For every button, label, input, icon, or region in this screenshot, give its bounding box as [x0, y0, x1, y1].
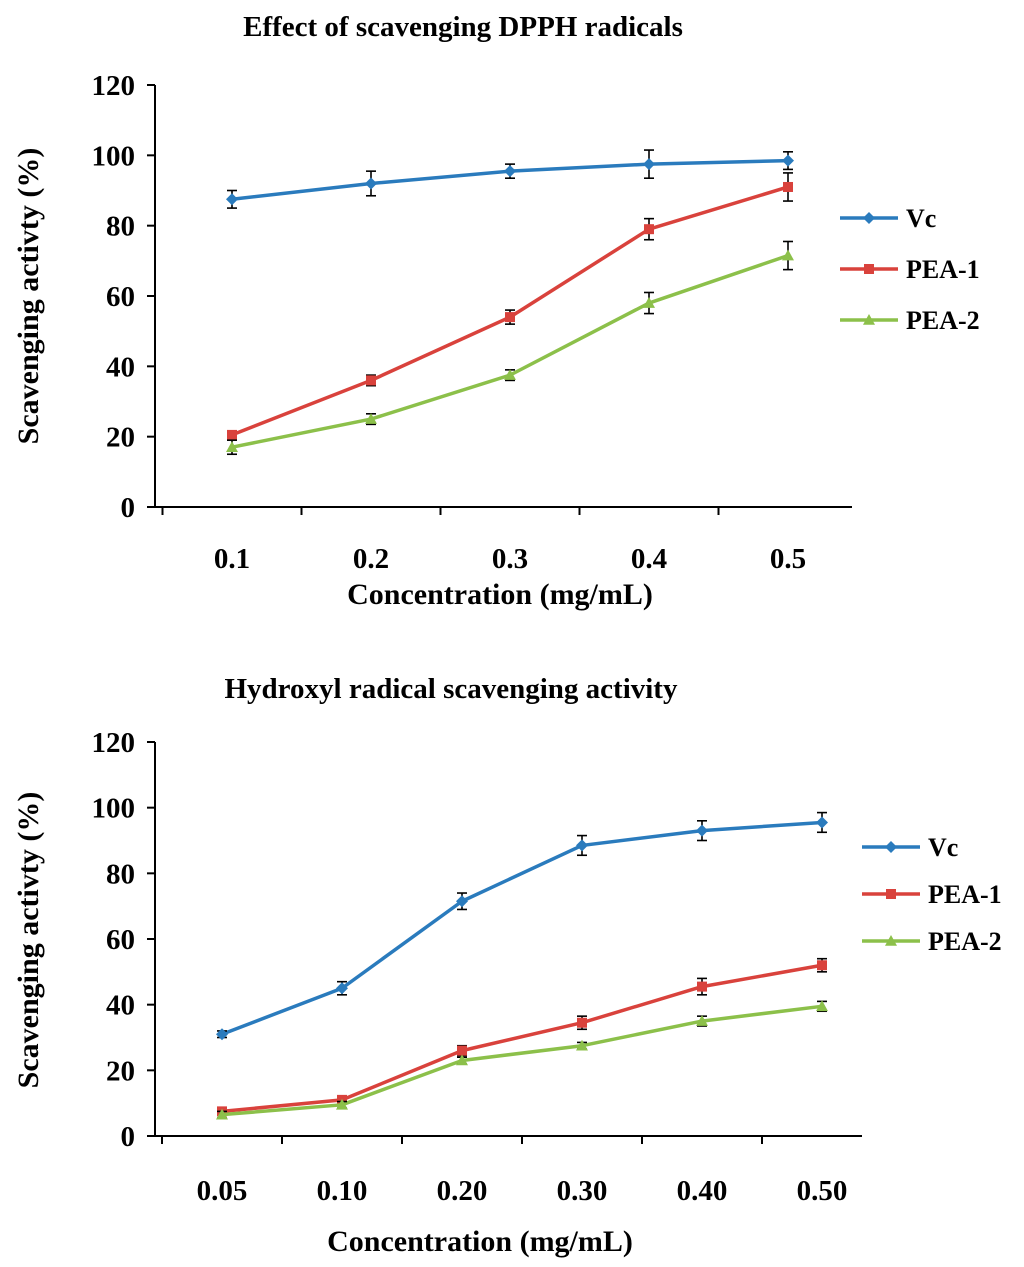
- legend-swatch-marker: [863, 212, 875, 224]
- y-tick-label: 100: [92, 793, 136, 825]
- y-tick-label: 20: [106, 422, 135, 454]
- y-tick-label: 80: [106, 858, 135, 890]
- legend-label: Vc: [928, 833, 958, 862]
- y-tick-label: 40: [106, 351, 135, 383]
- x-tick-label: 0.10: [317, 1175, 368, 1207]
- y-tick-label: 120: [92, 70, 136, 102]
- x-axis-label: Concentration (mg/mL): [347, 578, 653, 611]
- legend-swatch-marker: [863, 314, 875, 325]
- data-point: [226, 441, 238, 453]
- series-vc: [216, 811, 828, 1041]
- y-axis-label: Scavenging activty (%): [12, 148, 45, 445]
- y-tick-label: 0: [121, 492, 136, 524]
- data-point: [336, 1098, 348, 1110]
- data-point: [643, 158, 655, 171]
- data-point: [643, 297, 655, 308]
- x-tick-label: 0.40: [677, 1175, 728, 1207]
- y-axis-label: Scavenging activty (%): [12, 792, 45, 1089]
- series-line: [231, 253, 789, 449]
- series-pea-2: [226, 240, 794, 456]
- legend-label: PEA-2: [906, 306, 980, 335]
- x-tick-label: 0.20: [437, 1175, 488, 1207]
- data-point: [577, 1017, 587, 1028]
- x-tick-label: 0.5: [770, 543, 806, 575]
- series-pea-2: [216, 1000, 828, 1120]
- data-point: [365, 413, 377, 424]
- legend-swatch-marker: [886, 889, 896, 899]
- data-point: [456, 1054, 468, 1066]
- data-point: [644, 224, 654, 235]
- data-point: [365, 177, 377, 190]
- data-point: [504, 369, 516, 380]
- data-point: [696, 824, 708, 837]
- series-line: [221, 963, 823, 1114]
- series-pea-1: [227, 172, 793, 440]
- x-axis-label: Concentration (mg/mL): [327, 1225, 633, 1258]
- x-tick-label: 0.4: [631, 543, 667, 575]
- chart-title: Hydroxyl radical scavenging activity: [225, 673, 678, 705]
- data-point: [216, 1028, 228, 1041]
- x-tick-label: 0.05: [197, 1175, 248, 1207]
- x-tick-label: 0.3: [492, 543, 528, 575]
- legend-swatch-marker: [885, 935, 897, 946]
- y-tick-label: 120: [92, 727, 136, 759]
- x-tick-label: 0.2: [353, 543, 389, 575]
- series-line: [221, 820, 823, 1036]
- x-tick-label: 0.50: [797, 1175, 848, 1207]
- data-point: [576, 839, 588, 852]
- data-point: [816, 816, 828, 829]
- data-point: [457, 1045, 467, 1056]
- data-point: [504, 165, 516, 178]
- legend-swatch-marker: [864, 264, 874, 274]
- data-point: [816, 1000, 828, 1012]
- data-point: [817, 960, 827, 971]
- data-point: [456, 895, 468, 908]
- data-point: [505, 312, 515, 323]
- data-point: [696, 1015, 708, 1026]
- data-point: [336, 982, 348, 995]
- legend-swatch-marker: [885, 841, 897, 853]
- series-line: [221, 1004, 823, 1117]
- y-tick-label: 80: [106, 211, 135, 243]
- x-tick-label: 0.1: [214, 543, 250, 575]
- y-tick-label: 60: [106, 281, 135, 313]
- data-point: [782, 249, 794, 261]
- x-tick-label: 0.30: [557, 1175, 608, 1207]
- y-tick-label: 40: [106, 990, 135, 1022]
- y-tick-label: 0: [121, 1121, 136, 1153]
- data-point: [783, 181, 793, 192]
- data-point: [216, 1108, 228, 1120]
- data-point: [576, 1039, 588, 1051]
- chart-title: Effect of scavenging DPPH radicals: [243, 11, 683, 43]
- y-tick-label: 20: [106, 1055, 135, 1087]
- data-point: [227, 429, 237, 440]
- chart-2: Hydroxyl radical scavenging activity 0 20 4…: [12, 673, 1002, 1258]
- data-point: [697, 981, 707, 992]
- legend-label: PEA-1: [906, 255, 980, 284]
- chart-1: Effect of scavenging DPPH radicals 0 20 40 6…: [12, 11, 980, 611]
- data-point: [782, 154, 794, 167]
- legend-label: PEA-1: [928, 880, 1002, 909]
- series-pea-1: [217, 957, 827, 1117]
- data-point: [366, 375, 376, 386]
- y-tick-label: 100: [92, 140, 136, 172]
- legend-label: Vc: [906, 204, 936, 233]
- y-tick-label: 60: [106, 924, 135, 956]
- data-point: [226, 193, 238, 206]
- legend-label: PEA-2: [928, 927, 1002, 956]
- series-vc: [226, 149, 794, 209]
